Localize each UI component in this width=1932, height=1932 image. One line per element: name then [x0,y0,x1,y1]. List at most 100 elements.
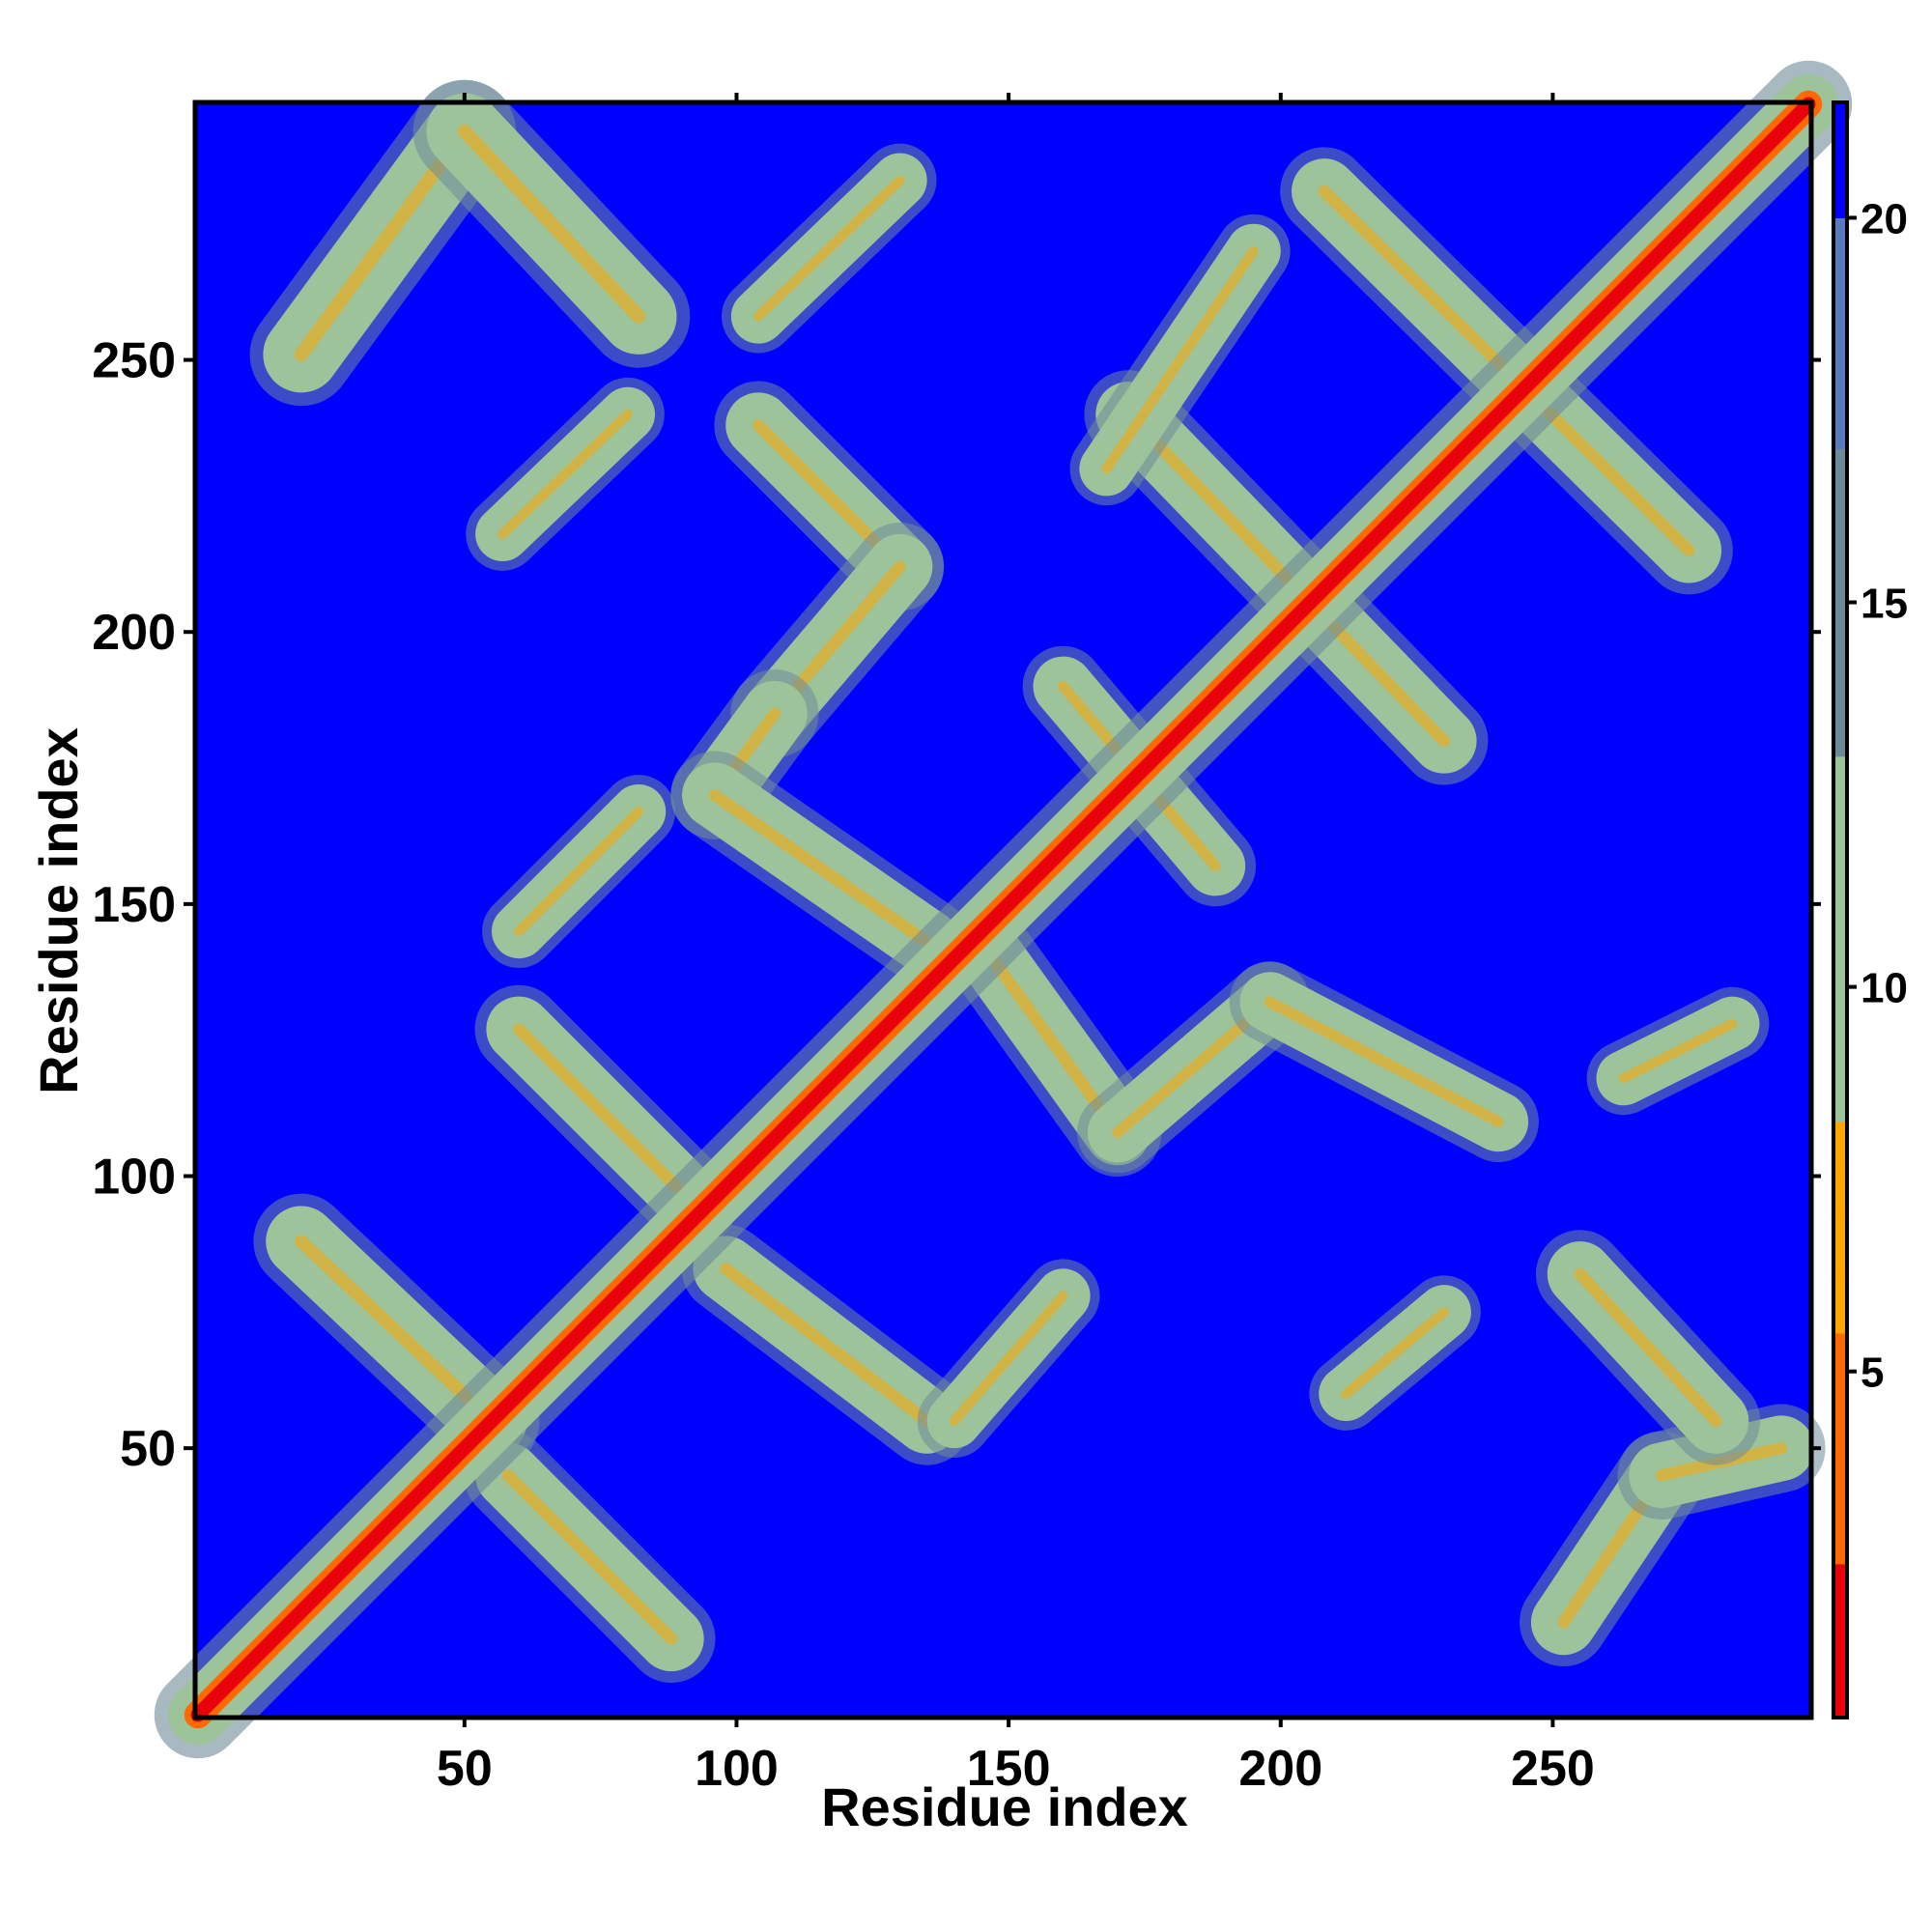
colorbar-segment [1833,1236,1847,1257]
colorbar-segment [1833,198,1847,219]
colorbar-segment [1833,313,1847,334]
contact-band-core [1618,1018,1738,1084]
colorbar-segment [1833,1429,1847,1449]
colorbar-segment [1833,852,1847,872]
y-tick-label: 200 [92,605,176,661]
contact-band-core [1574,1267,1722,1428]
colorbar-segment [1833,640,1847,661]
x-axis: 50 100 150 200 250 [437,93,1595,1797]
colorbar-segment [1833,1544,1847,1565]
contact-band-core [497,409,633,539]
colorbar-segment [1833,390,1847,412]
colorbar-segment [1833,1256,1847,1276]
colorbar-segment [1833,332,1847,354]
colorbar-segment [1833,1524,1847,1546]
contact-band-core [1264,996,1504,1127]
x-tick-label: 100 [695,1741,779,1797]
colorbar-segment [1833,1044,1847,1065]
colorbar-segment [1833,1351,1847,1373]
colorbar-segment [1833,371,1847,392]
colorbar-segment [1833,602,1847,623]
y-axis: 50 100 150 200 250 [92,333,1821,1477]
colorbar-segment [1833,736,1847,757]
colorbar-segment [1833,1506,1847,1526]
colorbar-segment [1833,775,1847,796]
diagonal-band-core [190,97,1816,1722]
colorbar-segment [1833,544,1847,565]
colorbar-segment [1833,1314,1847,1334]
y-tick-label: 50 [120,1421,176,1477]
colorbar-segment [1833,448,1847,469]
x-tick-label: 150 [967,1741,1051,1797]
colorbar-segment [1833,1698,1847,1719]
colorbar-segment [1833,1140,1847,1161]
colorbar-segment [1833,1083,1847,1103]
y-tick-label: 150 [92,877,176,933]
colorbar-segment [1833,468,1847,488]
colorbar-segment [1833,159,1847,181]
colorbar-segment [1833,140,1847,161]
x-tick-label: 200 [1238,1741,1322,1797]
colorbar-tick-label: 10 [1861,965,1908,1012]
colorbar-segment [1833,1409,1847,1431]
colorbar-segment [1833,660,1847,680]
x-tick-label: 250 [1511,1741,1595,1797]
contact-band-core [720,1263,933,1428]
colorbar-segment [1833,1679,1847,1699]
contact-band-core [514,807,644,937]
colorbar-segment [1833,928,1847,950]
colorbar-tick-label: 5 [1861,1350,1884,1397]
colorbar-segment [1833,1179,1847,1200]
colorbar-segment [1833,1102,1847,1122]
colorbar-segment [1833,295,1847,315]
colorbar-segment [1833,563,1847,584]
colorbar-segment [1833,487,1847,507]
heatmap-group [154,60,1853,1759]
colorbar-segment [1833,121,1847,142]
contact-band-core [1341,1307,1449,1399]
colorbar-segment [1833,679,1847,699]
colorbar-segment [1833,1198,1847,1219]
colorbar-segment [1833,1371,1847,1392]
x-axis-label: Residue index [821,1776,1188,1837]
colorbar-segment [1833,1563,1847,1584]
colorbar-segment [1833,1064,1847,1084]
colorbar-segment [1833,813,1847,834]
colorbar-segment [1833,967,1847,988]
colorbar-segment [1833,1640,1847,1661]
colorbar-segment [1833,1660,1847,1680]
colorbar-segment [1833,429,1847,449]
colorbar-segment [1833,910,1847,930]
colorbar-segment [1833,1448,1847,1468]
colorbar-segment [1833,1275,1847,1295]
colorbar-segment [1833,217,1847,238]
colorbar-segment [1833,525,1847,546]
colorbar-segment [1833,1217,1847,1237]
colorbar-frame [1832,100,1849,1719]
colorbar-segment [1833,891,1847,911]
colorbar-segment [1833,948,1847,969]
colorbar-segment [1833,410,1847,430]
colorbar-segment [1833,237,1847,257]
plot-frame [192,99,1814,1720]
colorbar-segment [1833,1621,1847,1641]
colorbar-segment [1833,506,1847,526]
x-tick-label: 50 [437,1741,493,1797]
colorbar-segment [1833,1487,1847,1507]
colorbar-segment [1833,1332,1847,1353]
colorbar-segment [1833,794,1847,815]
colorbar-segment [1833,621,1847,641]
colorbar-segment [1833,717,1847,738]
colorbar-segment [1833,352,1847,373]
colorbar-segment [1833,986,1847,1008]
colorbar-segment [1833,833,1847,853]
contact-band-core [295,1235,498,1428]
colorbar-segment [1833,1467,1847,1488]
contact-band-core [1101,245,1259,474]
colorbar-segment [1833,1006,1847,1027]
colorbar-segment [1833,256,1847,276]
colorbar-segment [1833,275,1847,296]
contact-band-core [457,124,646,324]
colorbar-segment [1833,1294,1847,1315]
contact-band-core [708,789,933,949]
